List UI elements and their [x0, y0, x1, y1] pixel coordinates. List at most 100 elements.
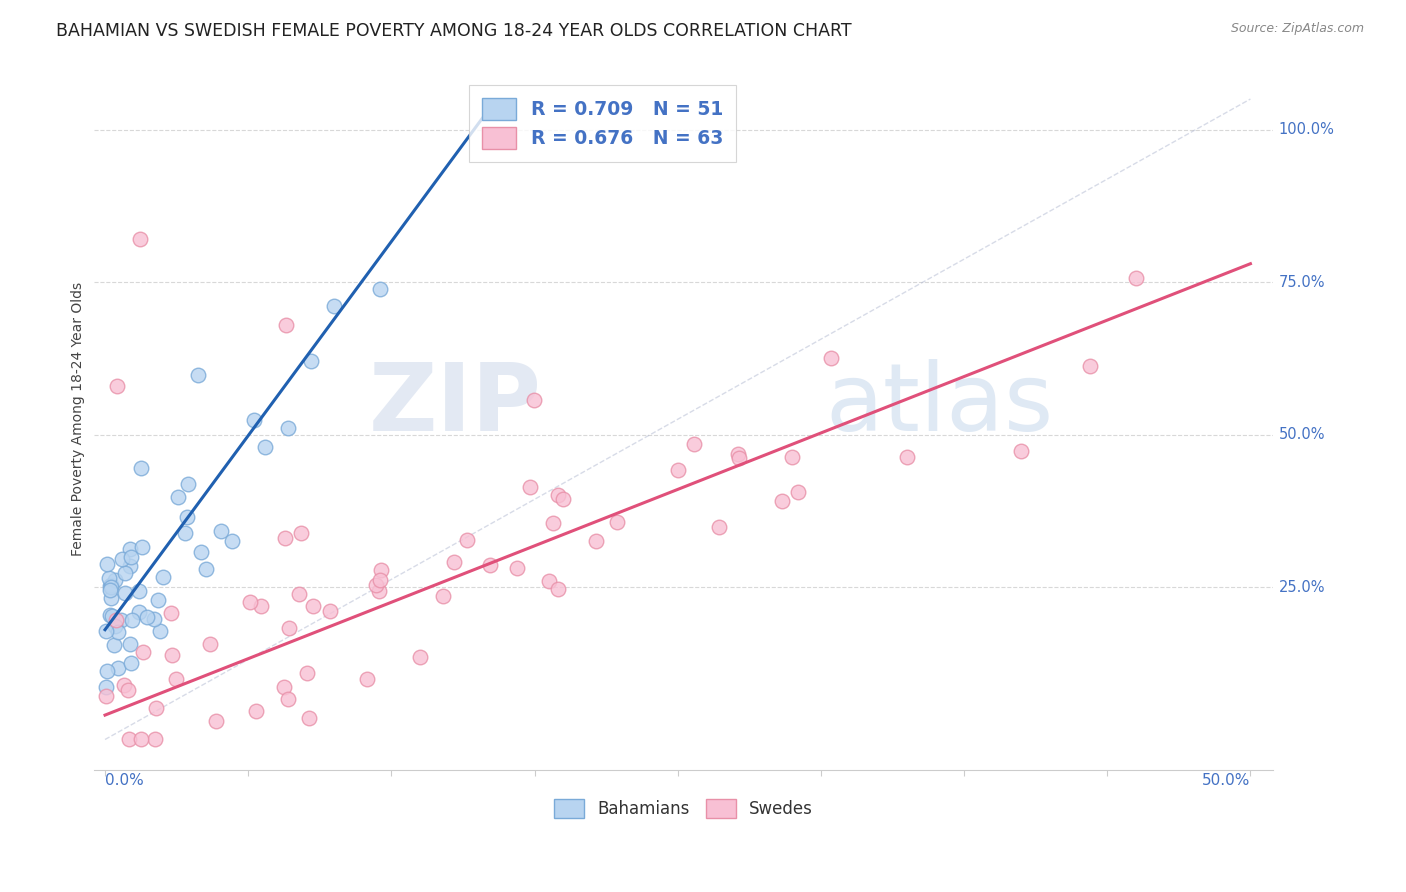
Point: [195, 562, 218, 576]
Text: ZIP: ZIP: [368, 359, 541, 451]
Point: [100, 591, 122, 606]
Point: [553, 491, 575, 506]
Point: [187, 368, 209, 382]
Point: [104, 613, 127, 627]
Point: [209, 524, 232, 538]
Point: [111, 552, 134, 566]
Text: 75.0%: 75.0%: [1279, 275, 1326, 290]
Point: [132, 645, 155, 659]
Point: [131, 540, 153, 554]
Point: [118, 637, 141, 651]
Text: 0.0%: 0.0%: [105, 773, 143, 788]
Point: [117, 683, 139, 698]
Text: 25.0%: 25.0%: [1279, 580, 1326, 594]
Point: [728, 450, 751, 465]
Point: [239, 595, 262, 609]
Point: [110, 613, 132, 627]
Point: [204, 714, 226, 729]
Point: [523, 392, 546, 407]
Point: [786, 485, 808, 500]
Text: atlas: atlas: [825, 359, 1053, 451]
Point: [114, 566, 136, 580]
Point: [780, 450, 803, 464]
Point: [96, 624, 118, 639]
Point: [98, 582, 121, 597]
Point: [136, 610, 159, 624]
Point: [100, 609, 122, 624]
Point: [128, 584, 150, 599]
Point: [301, 599, 323, 613]
Point: [114, 586, 136, 600]
Point: [299, 354, 322, 368]
Point: [145, 700, 167, 714]
Point: [288, 586, 311, 600]
Point: [94, 680, 117, 694]
Point: [121, 613, 143, 627]
Point: [98, 607, 121, 622]
Point: [432, 590, 454, 604]
Point: [538, 574, 561, 588]
Point: [547, 488, 569, 502]
Point: [94, 690, 117, 704]
Text: 50.0%: 50.0%: [1202, 773, 1250, 788]
Point: [273, 680, 295, 694]
Point: [277, 692, 299, 706]
Point: [298, 711, 321, 725]
Point: [159, 606, 181, 620]
Point: [120, 550, 142, 565]
Point: [519, 480, 541, 494]
Point: [547, 582, 569, 596]
Point: [274, 318, 297, 332]
Point: [98, 571, 121, 585]
Point: [120, 656, 142, 670]
Point: [727, 447, 749, 461]
Point: [606, 516, 628, 530]
Text: BAHAMIAN VS SWEDISH FEMALE POVERTY AMONG 18-24 YEAR OLDS CORRELATION CHART: BAHAMIAN VS SWEDISH FEMALE POVERTY AMONG…: [56, 22, 852, 40]
Point: [443, 556, 465, 570]
Point: [98, 579, 121, 593]
Point: [274, 531, 297, 545]
Point: [100, 580, 122, 594]
Point: [666, 462, 689, 476]
Point: [118, 732, 141, 747]
Point: [278, 621, 301, 635]
Point: [107, 661, 129, 675]
Point: [1125, 270, 1147, 285]
Point: [364, 578, 387, 592]
Point: [290, 526, 312, 541]
Point: [152, 570, 174, 584]
Point: [149, 624, 172, 638]
Point: [820, 351, 842, 366]
Point: [167, 491, 190, 505]
Point: [96, 557, 118, 571]
Point: [146, 593, 169, 607]
Text: 100.0%: 100.0%: [1279, 122, 1334, 137]
Point: [245, 704, 267, 718]
Text: Source: ZipAtlas.com: Source: ZipAtlas.com: [1230, 22, 1364, 36]
Point: [295, 665, 318, 680]
Point: [356, 672, 378, 686]
Point: [100, 578, 122, 592]
Point: [277, 421, 299, 435]
Point: [368, 282, 391, 296]
Point: [585, 533, 607, 548]
Point: [254, 440, 277, 454]
Point: [165, 672, 187, 686]
Point: [409, 649, 432, 664]
Point: [1010, 443, 1032, 458]
Point: [160, 648, 183, 663]
Point: [129, 460, 152, 475]
Point: [105, 378, 128, 392]
Point: [770, 494, 793, 508]
Point: [173, 526, 195, 541]
Point: [709, 520, 731, 534]
Point: [96, 664, 118, 678]
Text: 50.0%: 50.0%: [1279, 427, 1326, 442]
Point: [368, 573, 391, 587]
Point: [456, 533, 478, 547]
Point: [319, 604, 342, 618]
Point: [541, 516, 564, 530]
Point: [107, 625, 129, 640]
Point: [1078, 359, 1101, 374]
Point: [506, 560, 529, 574]
